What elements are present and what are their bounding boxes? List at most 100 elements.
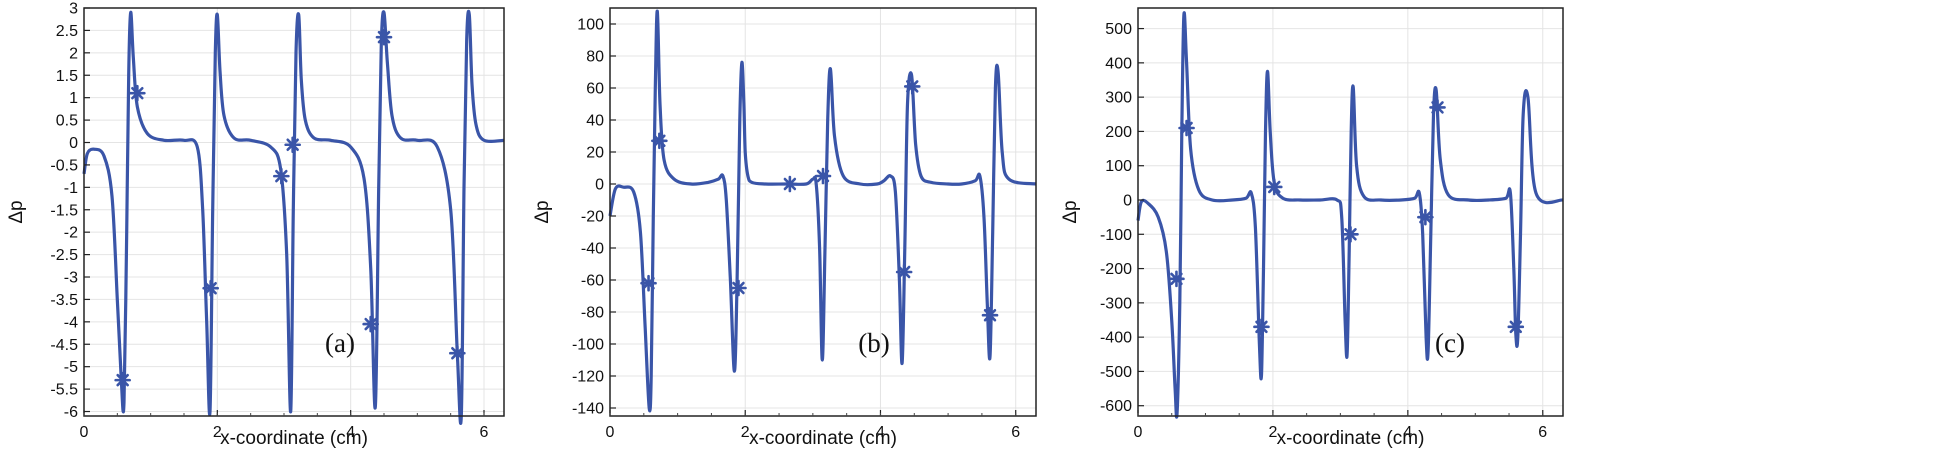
y-tick-label: -5 bbox=[64, 359, 78, 376]
data-point-marker bbox=[730, 279, 747, 297]
data-point-marker bbox=[651, 132, 668, 150]
x-axis-label: x-coordinate (cm) bbox=[220, 428, 368, 449]
y-tick-label: -3.5 bbox=[50, 292, 78, 309]
data-point-marker bbox=[814, 167, 832, 185]
y-tick-label: -400 bbox=[1100, 330, 1132, 347]
y-tick-label: -300 bbox=[1100, 295, 1132, 312]
y-tick-label: 40 bbox=[586, 113, 604, 130]
y-tick-label: -5.5 bbox=[50, 382, 78, 399]
y-tick-label: -2 bbox=[64, 225, 78, 242]
x-tick-label: 4 bbox=[346, 424, 355, 441]
series-layer bbox=[608, 9, 1037, 413]
x-tick-label: 4 bbox=[1403, 424, 1412, 441]
data-point-marker bbox=[1342, 225, 1359, 243]
data-point-marker bbox=[273, 167, 290, 185]
data-point-marker bbox=[114, 371, 131, 389]
x-tick-label: 2 bbox=[1268, 424, 1277, 441]
y-tick-label: -2.5 bbox=[50, 247, 78, 264]
tick-layer: 500 400 300 200 100 0 -100 -200 -300 -400 -500 -600… bbox=[1100, 21, 1547, 441]
x-tick-label: 2 bbox=[213, 424, 222, 441]
y-tick-label: 0 bbox=[595, 177, 604, 194]
series-layer bbox=[1136, 11, 1564, 419]
chart-panel-a: 3 2.5 2 1.5 1 0.5 0 -0.5 -1 -1.5 -2 -2.5 -3 -3.5 -4 -4.… bbox=[6, 1, 505, 449]
y-tick-label: -3 bbox=[64, 270, 78, 287]
x-tick-label: 0 bbox=[80, 424, 89, 441]
y-tick-label: 80 bbox=[586, 49, 604, 66]
y-tick-label: 2 bbox=[69, 45, 78, 62]
y-tick-label: -140 bbox=[572, 401, 604, 418]
data-point-marker bbox=[129, 84, 146, 102]
y-tick-label: 2.5 bbox=[56, 23, 78, 40]
panel-label: (a) bbox=[325, 328, 355, 358]
data-point-marker bbox=[375, 28, 393, 46]
data-point-marker bbox=[1253, 318, 1270, 336]
data-point-marker bbox=[449, 344, 466, 362]
x-tick-label: 6 bbox=[480, 424, 489, 441]
y-tick-label: 400 bbox=[1105, 55, 1132, 72]
data-point-marker bbox=[903, 78, 921, 95]
x-tick-label: 0 bbox=[1134, 424, 1143, 441]
y-axis-label: Δp bbox=[1060, 200, 1081, 223]
y-tick-label: 100 bbox=[1105, 158, 1132, 175]
y-tick-label: -60 bbox=[581, 273, 604, 290]
y-tick-label: 100 bbox=[577, 17, 604, 34]
series-line bbox=[82, 9, 505, 425]
x-axis-label: x-coordinate (cm) bbox=[1277, 428, 1425, 449]
data-point-marker bbox=[362, 315, 379, 333]
y-tick-label: 20 bbox=[586, 145, 604, 162]
marker-layer bbox=[640, 78, 999, 324]
y-axis-label: Δp bbox=[6, 200, 27, 223]
y-tick-label: -4.5 bbox=[50, 337, 78, 354]
y-axis-label: Δp bbox=[532, 200, 553, 223]
x-tick-label: 6 bbox=[1538, 424, 1547, 441]
y-tick-label: 1 bbox=[69, 90, 78, 107]
data-point-marker bbox=[640, 274, 657, 292]
y-tick-label: -100 bbox=[572, 337, 604, 354]
data-point-marker bbox=[981, 306, 999, 324]
series-line bbox=[608, 9, 1037, 413]
x-tick-label: 2 bbox=[741, 424, 750, 441]
chart-panel-c: 500 400 300 200 100 0 -100 -200 -300 -400 -500 -600… bbox=[1060, 7, 1564, 449]
y-tick-label: -600 bbox=[1100, 398, 1132, 415]
data-point-marker bbox=[1265, 178, 1283, 196]
y-tick-label: -500 bbox=[1100, 364, 1132, 381]
y-tick-label: 60 bbox=[586, 81, 604, 98]
y-tick-label: 0 bbox=[69, 135, 78, 152]
data-point-marker bbox=[284, 136, 301, 154]
x-tick-label: 6 bbox=[1011, 424, 1020, 441]
data-point-marker bbox=[895, 263, 913, 281]
y-tick-label: -80 bbox=[581, 305, 604, 322]
y-tick-label: 1.5 bbox=[56, 68, 78, 85]
data-point-marker bbox=[1417, 208, 1434, 226]
series-line bbox=[1136, 11, 1564, 419]
tick-layer: 3 2.5 2 1.5 1 0.5 0 -0.5 -1 -1.5 -2 -2.5 -3 -3.5 -4 -4.… bbox=[50, 1, 488, 442]
y-tick-label: 200 bbox=[1105, 124, 1132, 141]
y-tick-label: -4 bbox=[64, 314, 78, 331]
y-tick-label: -120 bbox=[572, 369, 604, 386]
y-tick-label: -20 bbox=[581, 209, 604, 226]
data-point-marker bbox=[781, 175, 799, 193]
y-tick-label: -200 bbox=[1100, 261, 1132, 278]
x-tick-label: 4 bbox=[876, 424, 885, 441]
y-tick-label: -1.5 bbox=[50, 202, 78, 219]
x-tick-label: 0 bbox=[606, 424, 615, 441]
y-tick-label: 3 bbox=[69, 1, 78, 18]
x-axis-label: x-coordinate (cm) bbox=[749, 428, 897, 449]
marker-layer bbox=[1168, 99, 1525, 336]
marker-layer bbox=[114, 28, 466, 389]
data-point-marker bbox=[1178, 119, 1195, 137]
data-point-marker bbox=[1168, 270, 1185, 288]
y-tick-label: -6 bbox=[64, 404, 78, 421]
y-tick-label: -1 bbox=[64, 180, 78, 197]
series-layer bbox=[82, 9, 505, 425]
plot-frame bbox=[1137, 7, 1564, 417]
panel-label: (b) bbox=[858, 328, 889, 358]
panel-label: (c) bbox=[1435, 328, 1465, 358]
y-tick-label: -100 bbox=[1100, 227, 1132, 244]
plot-frame bbox=[609, 7, 1037, 417]
data-point-marker bbox=[202, 279, 219, 297]
y-tick-label: 500 bbox=[1105, 21, 1132, 38]
